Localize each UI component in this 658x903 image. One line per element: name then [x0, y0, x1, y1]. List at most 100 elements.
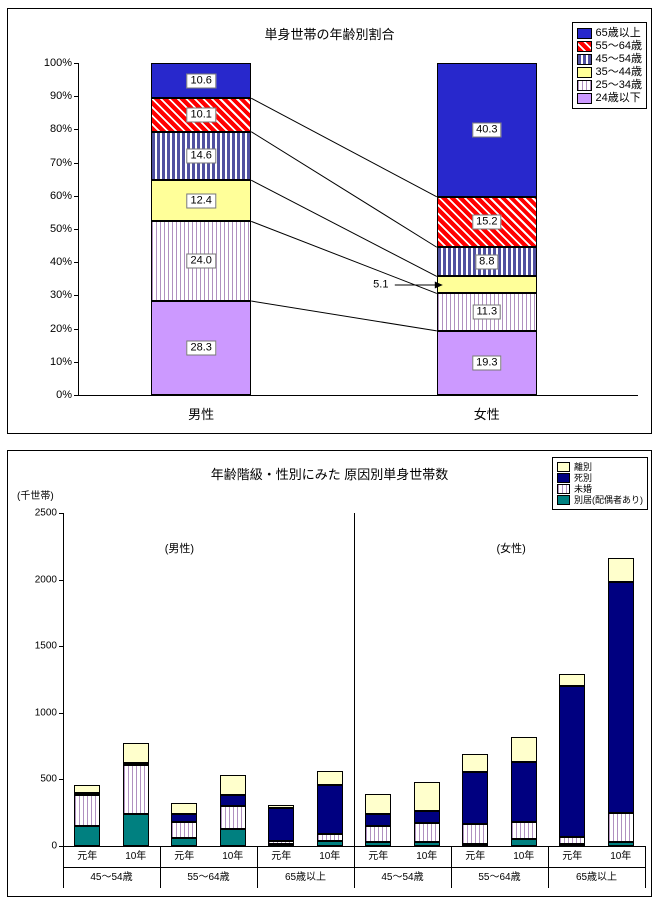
- y-tick-label: 0%: [56, 389, 72, 401]
- year-label: 元年: [562, 851, 583, 862]
- segment-value-label: 28.3: [186, 340, 216, 356]
- age-group-label: 55〜64歳: [478, 872, 521, 883]
- bar-segment: [74, 793, 101, 796]
- legend-swatch: [557, 473, 570, 483]
- year-label: 10年: [416, 851, 438, 862]
- bar-segment: [436, 330, 537, 395]
- y-tick-label: 100%: [43, 57, 72, 69]
- bar-segment: [219, 828, 246, 846]
- age-group-label: 45〜54歳: [90, 872, 133, 883]
- y-tick-label: 70%: [49, 156, 72, 169]
- y-axis-unit-label: (千世帯): [17, 491, 54, 502]
- y-axis-line: [63, 513, 64, 846]
- x-table-separator: [354, 846, 355, 888]
- y-tick-label: 1500: [34, 640, 57, 652]
- connector-line: [250, 131, 438, 248]
- x-table-separator: [645, 846, 646, 888]
- y-tick-mark: [59, 579, 63, 581]
- age-group-label: 65歳以上: [284, 872, 327, 883]
- year-label: 10年: [222, 851, 244, 862]
- panel-cause-count-chart: 年齢階級・性別にみた 原因別単身世帯数 (千世帯) 離別 死別 未婚 別居(配偶者あり…: [7, 450, 652, 897]
- legend-swatch: [576, 27, 592, 39]
- chart-title: 年齢階級・性別にみた 原因別単身世帯数: [210, 467, 449, 482]
- legend-item: 未婚: [557, 484, 643, 494]
- bar-segment: [171, 814, 198, 823]
- panel-age-share-chart: 単身世帯の年齢別割合 65歳以上 55〜64歳 45〜54歳 35〜44歳 25〜34歳…: [7, 8, 652, 434]
- sex-panel-label-male: (男性): [164, 543, 195, 555]
- y-tick-mark: [74, 361, 78, 363]
- bar-segment: [171, 822, 198, 838]
- sex-panel-label-female: (女性): [496, 543, 526, 555]
- legend-label: 24歳以下: [595, 92, 641, 104]
- bar-segment: [462, 824, 489, 844]
- bar-segment: [268, 840, 295, 844]
- bar-segment: [74, 826, 101, 846]
- segment-value-label: 10.1: [186, 107, 216, 123]
- legend-label: 45〜54歳: [595, 53, 642, 65]
- plot-area: 0% 10% 20% 30% 40% 50% 60% 70% 80% 90% 100% 28.3 24.…: [44, 57, 638, 422]
- connector-line: [250, 179, 438, 277]
- x-table-separator: [257, 846, 258, 888]
- legend-swatch: [576, 79, 592, 91]
- y-tick-mark: [74, 195, 78, 197]
- bar-segment: [316, 771, 343, 785]
- y-tick-label: 40%: [49, 256, 72, 269]
- bar-segment: [365, 826, 392, 842]
- legend-item: 35〜44歳: [576, 66, 642, 78]
- year-label: 元年: [271, 851, 292, 862]
- y-tick-label: 30%: [49, 289, 72, 302]
- y-tick-mark: [59, 779, 63, 781]
- connector-line: [251, 300, 437, 332]
- y-tick-mark: [74, 229, 78, 230]
- y-tick-label: 0: [51, 840, 57, 852]
- bar-segment: [316, 834, 343, 841]
- y-tick-mark: [59, 646, 63, 648]
- y-tick-mark: [74, 96, 78, 98]
- y-axis-line: [78, 63, 79, 395]
- segment-value-label: 24.0: [186, 253, 216, 269]
- bar-segment: [219, 806, 246, 829]
- bar-segment: [365, 794, 392, 815]
- legend-item: 死別: [557, 473, 643, 483]
- x-axis-line: [78, 395, 638, 396]
- legend-label: 35〜44歳: [595, 66, 642, 78]
- legend-item: 離別: [557, 462, 643, 472]
- y-tick-mark: [59, 846, 63, 847]
- y-tick-label: 1000: [34, 707, 57, 719]
- bar-segment: [365, 814, 392, 827]
- bar-segment: [607, 582, 634, 813]
- legend-label: 25〜34歳: [595, 79, 642, 91]
- bar-segment: [559, 674, 586, 687]
- segment-value-label: 12.4: [186, 193, 216, 209]
- bar-segment: [559, 686, 586, 837]
- age-group-label: 45〜54歳: [381, 872, 424, 883]
- bar-segment: [510, 839, 537, 846]
- y-tick-mark: [74, 295, 78, 297]
- bar-segment: [316, 784, 343, 834]
- legend-item: 55〜64歳: [576, 40, 642, 52]
- category-label: 女性: [473, 407, 500, 422]
- x-table-separator: [160, 846, 161, 888]
- bar-segment: [74, 795, 101, 826]
- chart-title: 単身世帯の年齢別割合: [264, 27, 395, 42]
- y-tick-mark: [74, 63, 78, 64]
- year-label: 元年: [465, 851, 486, 862]
- y-tick-label: 90%: [49, 90, 72, 103]
- y-tick-label: 2500: [34, 507, 57, 519]
- segment-value-label: 8.8: [475, 254, 499, 270]
- y-tick-mark: [74, 262, 78, 264]
- connector-line: [251, 220, 437, 294]
- legend-item: 別居(配偶者あり): [557, 495, 643, 505]
- age-group-label: 55〜64歳: [187, 872, 230, 883]
- bar-segment: [413, 823, 440, 842]
- x-table-separator: [548, 846, 549, 888]
- segment-value-label: 10.6: [186, 73, 216, 89]
- y-tick-label: 80%: [49, 123, 72, 136]
- age-group-label: 65歳以上: [575, 872, 618, 883]
- year-label: 元年: [77, 851, 98, 862]
- segment-value-label: 11.3: [472, 304, 502, 320]
- legend-swatch: [576, 66, 592, 78]
- bar-segment: [171, 838, 198, 846]
- legend-label: 55〜64歳: [595, 40, 642, 52]
